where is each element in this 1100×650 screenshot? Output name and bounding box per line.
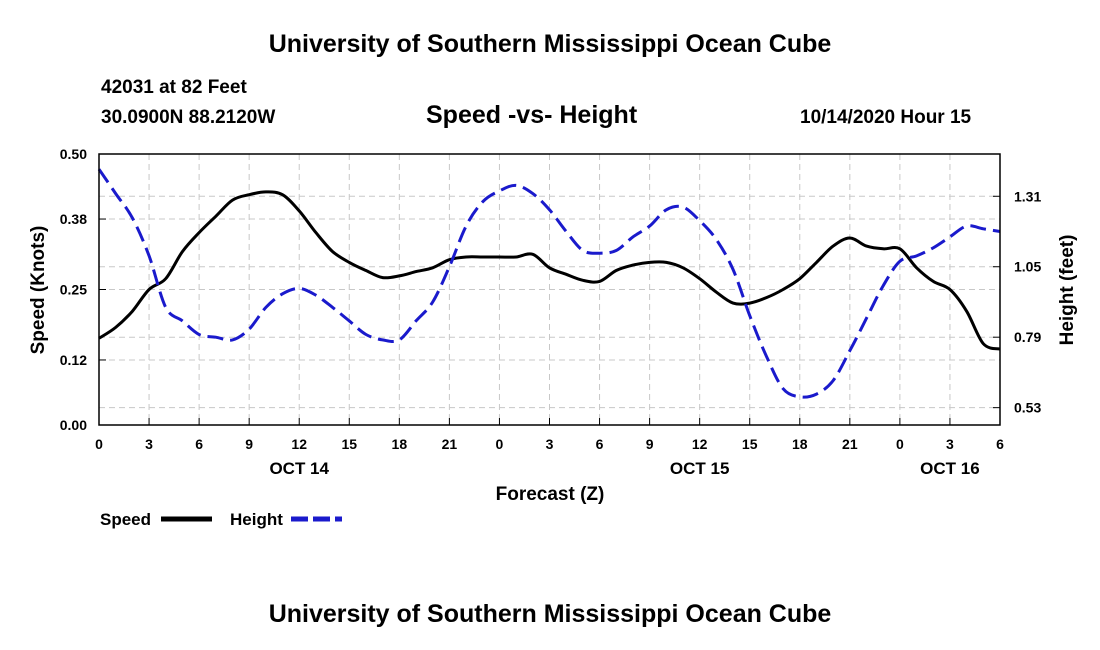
x-tick-label: 3: [946, 436, 954, 452]
y2-tick-label: 1.31: [1014, 188, 1041, 204]
y-tick-label: 0.00: [60, 417, 87, 433]
x-tick-label: 0: [496, 436, 504, 452]
x-tick-label: 12: [291, 436, 307, 452]
y-tick-label: 0.38: [60, 211, 87, 227]
forecast-datetime: 10/14/2020 Hour 15: [800, 107, 972, 128]
legend-height-label: Height: [230, 510, 283, 529]
speed-series-line: [98, 190, 1001, 351]
date-label: OCT 14: [269, 459, 329, 478]
x-tick-label: 12: [692, 436, 708, 452]
station-label: 42031 at 82 Feet: [101, 77, 247, 98]
y-tick-label: 0.12: [60, 352, 87, 368]
x-tick-label: 0: [896, 436, 904, 452]
x-tick-label: 15: [341, 436, 357, 452]
page-title: University of Southern Mississippi Ocean…: [268, 30, 832, 58]
y2-axis-label: Height (feet): [1057, 235, 1078, 346]
x-tick-label: 9: [245, 436, 253, 452]
chart-subtitle: Speed -vs- Height: [426, 101, 638, 129]
x-tick-label: 21: [842, 436, 858, 452]
y2-tick-label: 1.05: [1014, 259, 1041, 275]
y-tick-label: 0.25: [60, 282, 87, 298]
x-axis-label: Forecast (Z): [496, 484, 605, 505]
x-tick-label: 6: [996, 436, 1004, 452]
tick-layer: 0 3 6 9 12 15 18 21 0 3 6 9 12 15 18 21 0 3 6 0.00 0.12 0.25 0…: [60, 146, 1042, 478]
x-tick-label: 3: [546, 436, 554, 452]
y-tick-label: 0.50: [60, 146, 87, 162]
grid-layer: [99, 154, 1000, 425]
x-tick-label: 3: [145, 436, 153, 452]
series-layer: [97, 168, 1001, 399]
x-tick-label: 18: [392, 436, 408, 452]
coordinates-label: 30.0900N 88.2120W: [101, 107, 276, 128]
plot-frame: [98, 153, 1001, 426]
legend: Speed Height: [100, 510, 342, 529]
footer-title: University of Southern Mississippi Ocean…: [268, 600, 832, 628]
x-tick-label: 9: [646, 436, 654, 452]
y2-tick-label: 0.53: [1014, 400, 1041, 416]
x-tick-label: 6: [596, 436, 604, 452]
x-tick-label: 6: [195, 436, 203, 452]
date-label: OCT 16: [920, 459, 980, 478]
date-label: OCT 15: [670, 459, 730, 478]
height-series-line: [97, 168, 1001, 399]
legend-speed-label: Speed: [100, 510, 151, 529]
y2-tick-label: 0.79: [1014, 329, 1041, 345]
x-tick-label: 18: [792, 436, 808, 452]
y-axis-label: Speed (Knots): [28, 226, 49, 355]
x-tick-label: 0: [95, 436, 103, 452]
x-tick-label: 21: [442, 436, 458, 452]
x-tick-label: 15: [742, 436, 758, 452]
